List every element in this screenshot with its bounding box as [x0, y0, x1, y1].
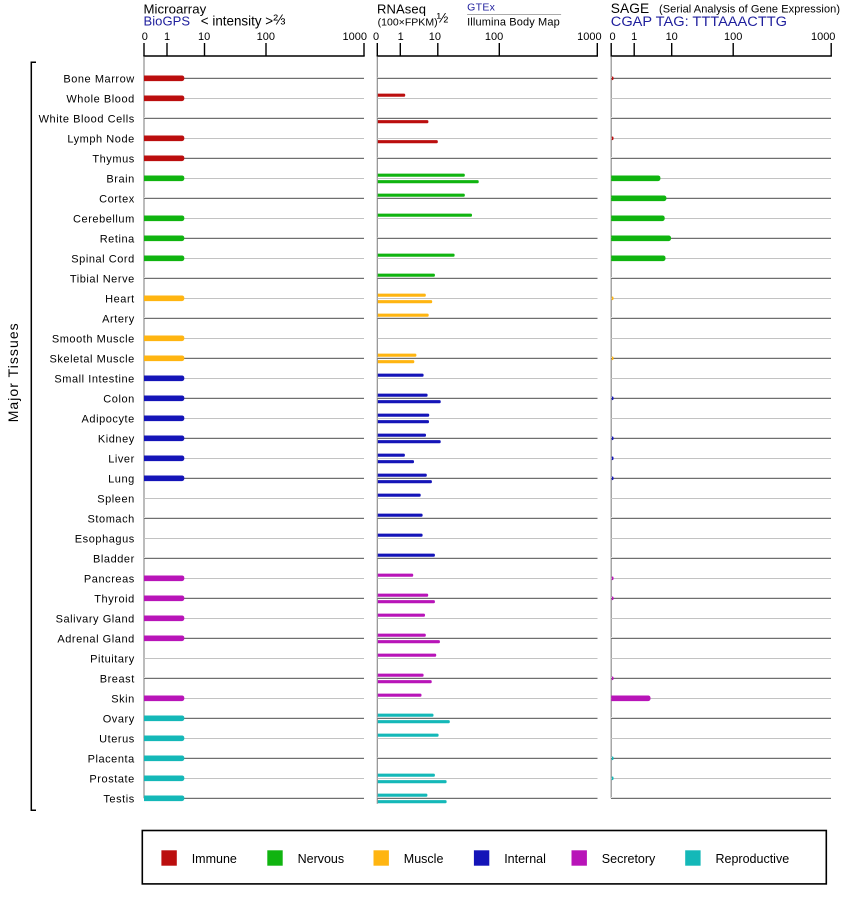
svg-text:Immune: Immune — [192, 852, 237, 866]
svg-text:Uterus: Uterus — [99, 733, 135, 745]
svg-text:Nervous: Nervous — [298, 852, 345, 866]
svg-text:BioGPS: BioGPS — [144, 14, 191, 29]
svg-text:Placenta: Placenta — [88, 753, 136, 765]
svg-text:Spleen: Spleen — [97, 493, 135, 505]
svg-text:Major Tissues: Major Tissues — [5, 322, 21, 422]
svg-text:Illumina Body Map: Illumina Body Map — [467, 17, 560, 29]
svg-text:Reproductive: Reproductive — [716, 852, 790, 866]
svg-text:Artery: Artery — [102, 313, 135, 325]
svg-text:Skin: Skin — [111, 693, 135, 705]
svg-text:GTEx: GTEx — [467, 2, 496, 14]
svg-text:Bone Marrow: Bone Marrow — [63, 73, 134, 85]
svg-text:Pituitary: Pituitary — [90, 653, 135, 665]
svg-text:White Blood Cells: White Blood Cells — [39, 113, 135, 125]
svg-text:Thymus: Thymus — [92, 153, 134, 165]
svg-text:0: 0 — [142, 31, 148, 43]
svg-text:(Serial Analysis of Gene Expre: (Serial Analysis of Gene Expression) — [659, 4, 840, 16]
svg-text:Breast: Breast — [100, 673, 135, 685]
svg-text:10: 10 — [198, 31, 210, 43]
svg-text:Muscle: Muscle — [404, 852, 444, 866]
svg-text:Colon: Colon — [103, 393, 135, 405]
svg-text:Retina: Retina — [100, 233, 135, 245]
svg-text:(100×FPKM): (100×FPKM) — [378, 16, 438, 28]
svg-text:100: 100 — [724, 31, 742, 43]
svg-text:Lymph Node: Lymph Node — [67, 133, 134, 145]
svg-text:Skeletal Muscle: Skeletal Muscle — [50, 353, 135, 365]
svg-text:1000: 1000 — [343, 31, 367, 43]
svg-text:0: 0 — [373, 31, 379, 43]
svg-text:Thyroid: Thyroid — [94, 593, 135, 605]
svg-text:Brain: Brain — [106, 173, 134, 185]
svg-text:Bladder: Bladder — [93, 553, 135, 565]
svg-text:1: 1 — [631, 31, 637, 43]
svg-text:Prostate: Prostate — [89, 773, 134, 785]
svg-text:Cerebellum: Cerebellum — [73, 213, 135, 225]
svg-text:CGAP TAG: TTTAAACTTG: CGAP TAG: TTTAAACTTG — [611, 14, 787, 29]
svg-text:Microarray: Microarray — [144, 1, 207, 16]
svg-text:Internal: Internal — [504, 852, 546, 866]
svg-text:RNAseq: RNAseq — [377, 1, 426, 16]
svg-text:Lung: Lung — [108, 473, 135, 485]
svg-text:Whole Blood: Whole Blood — [66, 93, 134, 105]
svg-text:1000: 1000 — [811, 31, 835, 43]
svg-text:1: 1 — [398, 31, 404, 43]
svg-text:Secretory: Secretory — [602, 852, 656, 866]
svg-text:0: 0 — [609, 31, 615, 43]
svg-text:Adrenal Gland: Adrenal Gland — [57, 633, 134, 645]
svg-text:Esophagus: Esophagus — [75, 533, 135, 545]
svg-text:Liver: Liver — [108, 453, 135, 465]
svg-text:Pancreas: Pancreas — [84, 573, 135, 585]
svg-text:10: 10 — [666, 31, 678, 43]
svg-text:Ovary: Ovary — [103, 713, 135, 725]
svg-text:Salivary Gland: Salivary Gland — [56, 613, 135, 625]
svg-text:Spinal Cord: Spinal Cord — [71, 253, 135, 265]
svg-text:Small Intestine: Small Intestine — [54, 373, 134, 385]
svg-text:SAGE: SAGE — [611, 1, 649, 16]
svg-text:Testis: Testis — [103, 793, 134, 805]
svg-text:Adipocyte: Adipocyte — [82, 413, 135, 425]
svg-text:Stomach: Stomach — [88, 513, 135, 525]
svg-text:Tibial Nerve: Tibial Nerve — [70, 273, 135, 285]
svg-text:Smooth Muscle: Smooth Muscle — [52, 333, 135, 345]
svg-text:⅔: ⅔ — [273, 13, 285, 29]
svg-text:1: 1 — [164, 31, 170, 43]
svg-text:½: ½ — [437, 10, 449, 26]
svg-text:100: 100 — [485, 31, 503, 43]
svg-text:1000: 1000 — [577, 31, 601, 43]
svg-text:< intensity >: < intensity > — [201, 14, 273, 29]
svg-text:10: 10 — [429, 31, 441, 43]
svg-text:Kidney: Kidney — [98, 433, 135, 445]
svg-text:Cortex: Cortex — [99, 193, 135, 205]
svg-text:100: 100 — [257, 31, 275, 43]
svg-text:Heart: Heart — [105, 293, 135, 305]
